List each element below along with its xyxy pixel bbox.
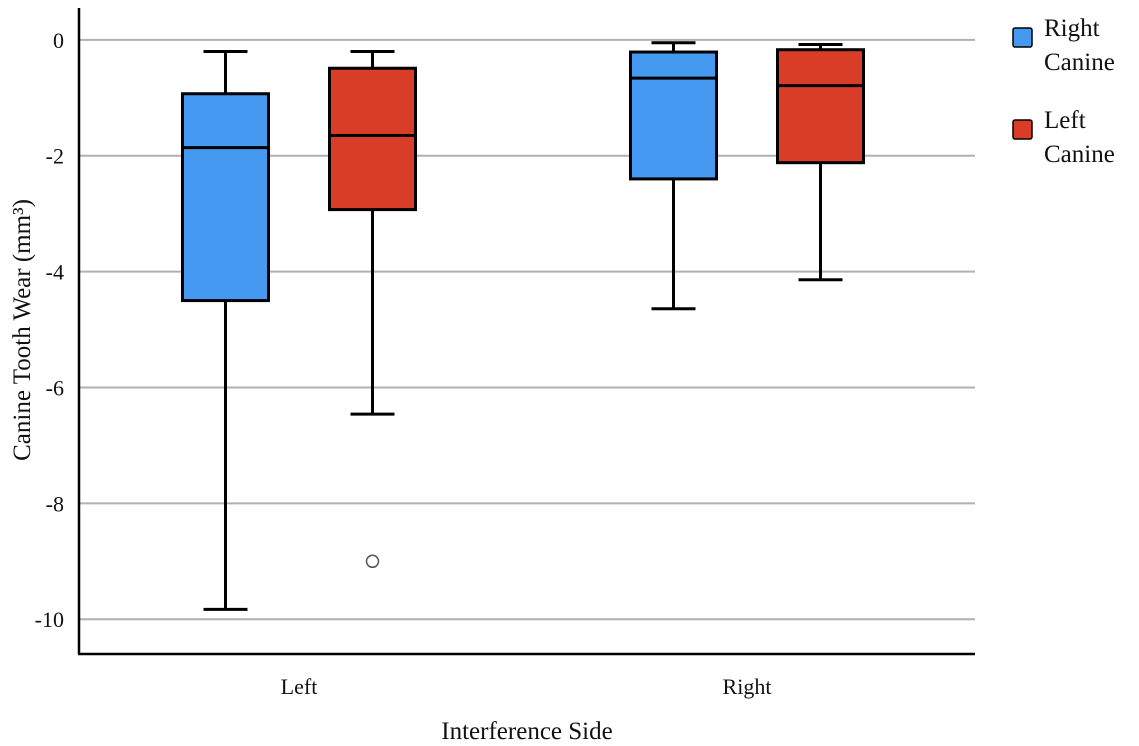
box-1-0 — [629, 41, 718, 311]
axes — [77, 8, 975, 656]
plot-area — [181, 41, 865, 611]
box-body — [181, 92, 270, 303]
y-axis-title: Canine Tooth Wear (mm³) — [9, 199, 36, 461]
x-tick-labels: Left Right — [281, 674, 772, 699]
x-axis-title: Interference Side — [441, 718, 612, 745]
box-body — [776, 48, 865, 165]
x-tick-label-1: Right — [723, 674, 772, 699]
outlier-point-0 — [365, 554, 380, 569]
legend-entry-1: Left Canine — [1012, 107, 1115, 168]
y-tick-label-1: -2 — [46, 144, 64, 169]
legend-entry-0: Right Canine — [1012, 15, 1115, 76]
legend-label-line-1: Canine — [1044, 49, 1115, 76]
box-body — [629, 50, 718, 181]
box-0-0 — [181, 49, 270, 611]
legend: Right Canine Left Canine — [1012, 15, 1115, 168]
y-tick-label-2: -4 — [46, 260, 64, 285]
legend-swatch — [1012, 27, 1033, 48]
y-tick-label-5: -10 — [35, 607, 64, 632]
box-body — [328, 66, 417, 212]
y-tick-labels: 0 -2 -4 -6 -8 -10 — [35, 28, 64, 632]
y-tick-label-4: -8 — [46, 491, 64, 516]
legend-swatch — [1012, 119, 1033, 140]
box-1-1 — [776, 43, 865, 282]
legend-label-line-1: Canine — [1044, 141, 1115, 168]
x-tick-label-0: Left — [281, 674, 318, 699]
legend-label-line-0: Right — [1044, 15, 1100, 42]
box-0-1 — [328, 49, 417, 569]
y-tick-label-3: -6 — [46, 375, 64, 400]
legend-label-line-0: Left — [1044, 107, 1086, 134]
y-tick-label-0: 0 — [53, 28, 64, 53]
